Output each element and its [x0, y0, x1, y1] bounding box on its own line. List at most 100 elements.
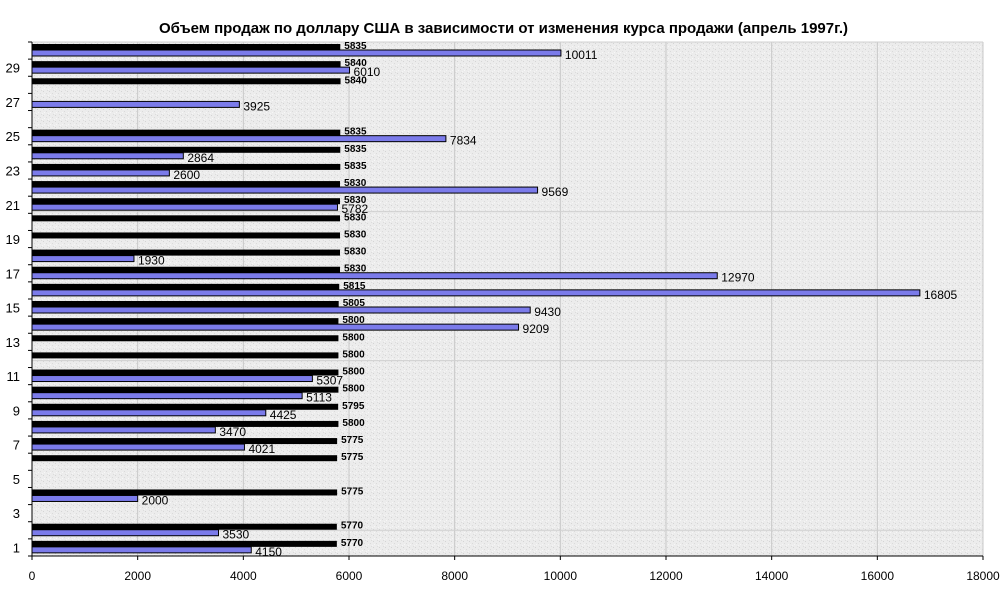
data-label-volume: 1930 [138, 254, 165, 268]
bar-volume [31, 392, 303, 400]
bar-volume [31, 186, 539, 194]
bar-volume [31, 409, 267, 417]
data-label-rate: 5800 [342, 384, 365, 395]
bar-rate [32, 438, 338, 445]
bar-rate [32, 352, 339, 359]
bar-volume [31, 203, 338, 211]
y-tick-label: 25 [6, 129, 20, 144]
data-label-rate: 5800 [342, 332, 365, 343]
bar-volume [31, 169, 170, 177]
bar-rate [32, 540, 337, 547]
data-label-rate: 5800 [342, 418, 365, 429]
bar-rate [32, 44, 341, 50]
bar-rate [32, 146, 341, 153]
data-label-rate: 5830 [344, 264, 367, 275]
bar-volume [31, 49, 562, 57]
bar-rate [32, 523, 337, 530]
data-label-rate: 5770 [341, 538, 364, 549]
y-tick-label: 7 [13, 438, 20, 453]
bar-rate [32, 420, 339, 427]
bar-volume [31, 546, 252, 554]
data-label-rate: 5800 [342, 315, 365, 326]
bar-rate [32, 301, 339, 307]
chart-title: Объем продаж по доллару США в зависимост… [158, 20, 849, 37]
y-tick-label: 1 [13, 540, 20, 555]
data-label-rate: 5840 [345, 58, 368, 69]
data-label-rate: 5835 [344, 144, 367, 155]
bar-volume [31, 272, 718, 280]
bar-volume [31, 289, 921, 297]
bar-rate [32, 232, 341, 239]
y-tick-label: 23 [6, 164, 20, 179]
y-tick-label: 13 [6, 335, 20, 350]
data-label-rate: 5835 [344, 161, 367, 172]
data-label-volume: 9569 [542, 185, 569, 199]
x-tick-label: 14000 [755, 569, 789, 583]
bar-rate [32, 249, 341, 256]
data-label-rate: 5800 [342, 367, 365, 378]
data-label-volume: 7834 [450, 134, 477, 148]
y-tick-label: 19 [6, 232, 20, 247]
data-label-volume: 9430 [534, 305, 561, 319]
y-tick-label: 17 [6, 266, 20, 281]
bar-rate [32, 129, 341, 136]
bar-rate [32, 489, 338, 496]
bar-rate [32, 215, 341, 222]
data-label-volume: 5113 [306, 391, 332, 405]
bar-rate [32, 163, 341, 170]
data-label-volume: 6010 [354, 65, 381, 79]
bar-volume [31, 426, 216, 434]
y-tick-label: 11 [7, 369, 21, 384]
bar-rate [32, 283, 340, 290]
data-label-volume: 2000 [142, 493, 169, 507]
bar-rate [32, 369, 339, 376]
x-tick-label: 10000 [544, 569, 578, 583]
x-tick-label: 8000 [441, 569, 468, 583]
bar-rate [32, 335, 339, 342]
data-label-volume: 12970 [721, 271, 755, 285]
y-tick-label: 3 [13, 506, 20, 521]
data-label-volume: 3925 [243, 99, 270, 113]
bar-volume [31, 375, 313, 383]
y-tick-label: 15 [6, 301, 20, 316]
data-label-volume: 5782 [341, 202, 368, 216]
y-tick-label: 5 [13, 472, 20, 487]
bar-rate [32, 266, 341, 273]
x-tick-label: 2000 [124, 569, 151, 583]
data-label-volume: 10011 [565, 48, 598, 62]
data-label-rate: 5775 [341, 452, 364, 463]
data-label-rate: 5775 [341, 486, 364, 497]
bar-volume [31, 494, 139, 502]
data-label-rate: 5795 [342, 401, 365, 412]
bar-volume [31, 323, 520, 331]
bar-volume [31, 306, 531, 314]
data-label-rate: 5830 [344, 229, 367, 240]
x-tick-label: 16000 [861, 569, 895, 583]
bar-volume [31, 135, 447, 143]
y-tick-label: 9 [13, 403, 20, 418]
data-label-volume: 16805 [924, 288, 958, 302]
data-label-volume: 3530 [223, 528, 250, 542]
x-tick-label: 0 [29, 569, 36, 583]
data-label-volume: 9209 [523, 322, 550, 336]
data-label-rate: 5815 [343, 281, 366, 292]
data-label-rate: 5835 [344, 41, 367, 52]
data-label-volume: 2600 [173, 168, 200, 182]
data-label-volume: 4021 [248, 442, 275, 456]
bar-volume [31, 66, 351, 74]
y-tick-label: 29 [6, 61, 20, 76]
bar-rate [32, 181, 341, 188]
data-label-rate: 5775 [341, 435, 364, 446]
data-label-rate: 5835 [344, 127, 367, 138]
x-tick-label: 4000 [230, 569, 257, 583]
data-label-rate: 5830 [344, 247, 367, 258]
bar-rate [32, 403, 339, 410]
data-label-rate: 5805 [343, 298, 366, 309]
bar-rate [32, 455, 338, 462]
bar-rate [32, 198, 341, 205]
plot-area [32, 42, 983, 556]
bar-volume [31, 100, 240, 108]
x-tick-label: 12000 [649, 569, 683, 583]
